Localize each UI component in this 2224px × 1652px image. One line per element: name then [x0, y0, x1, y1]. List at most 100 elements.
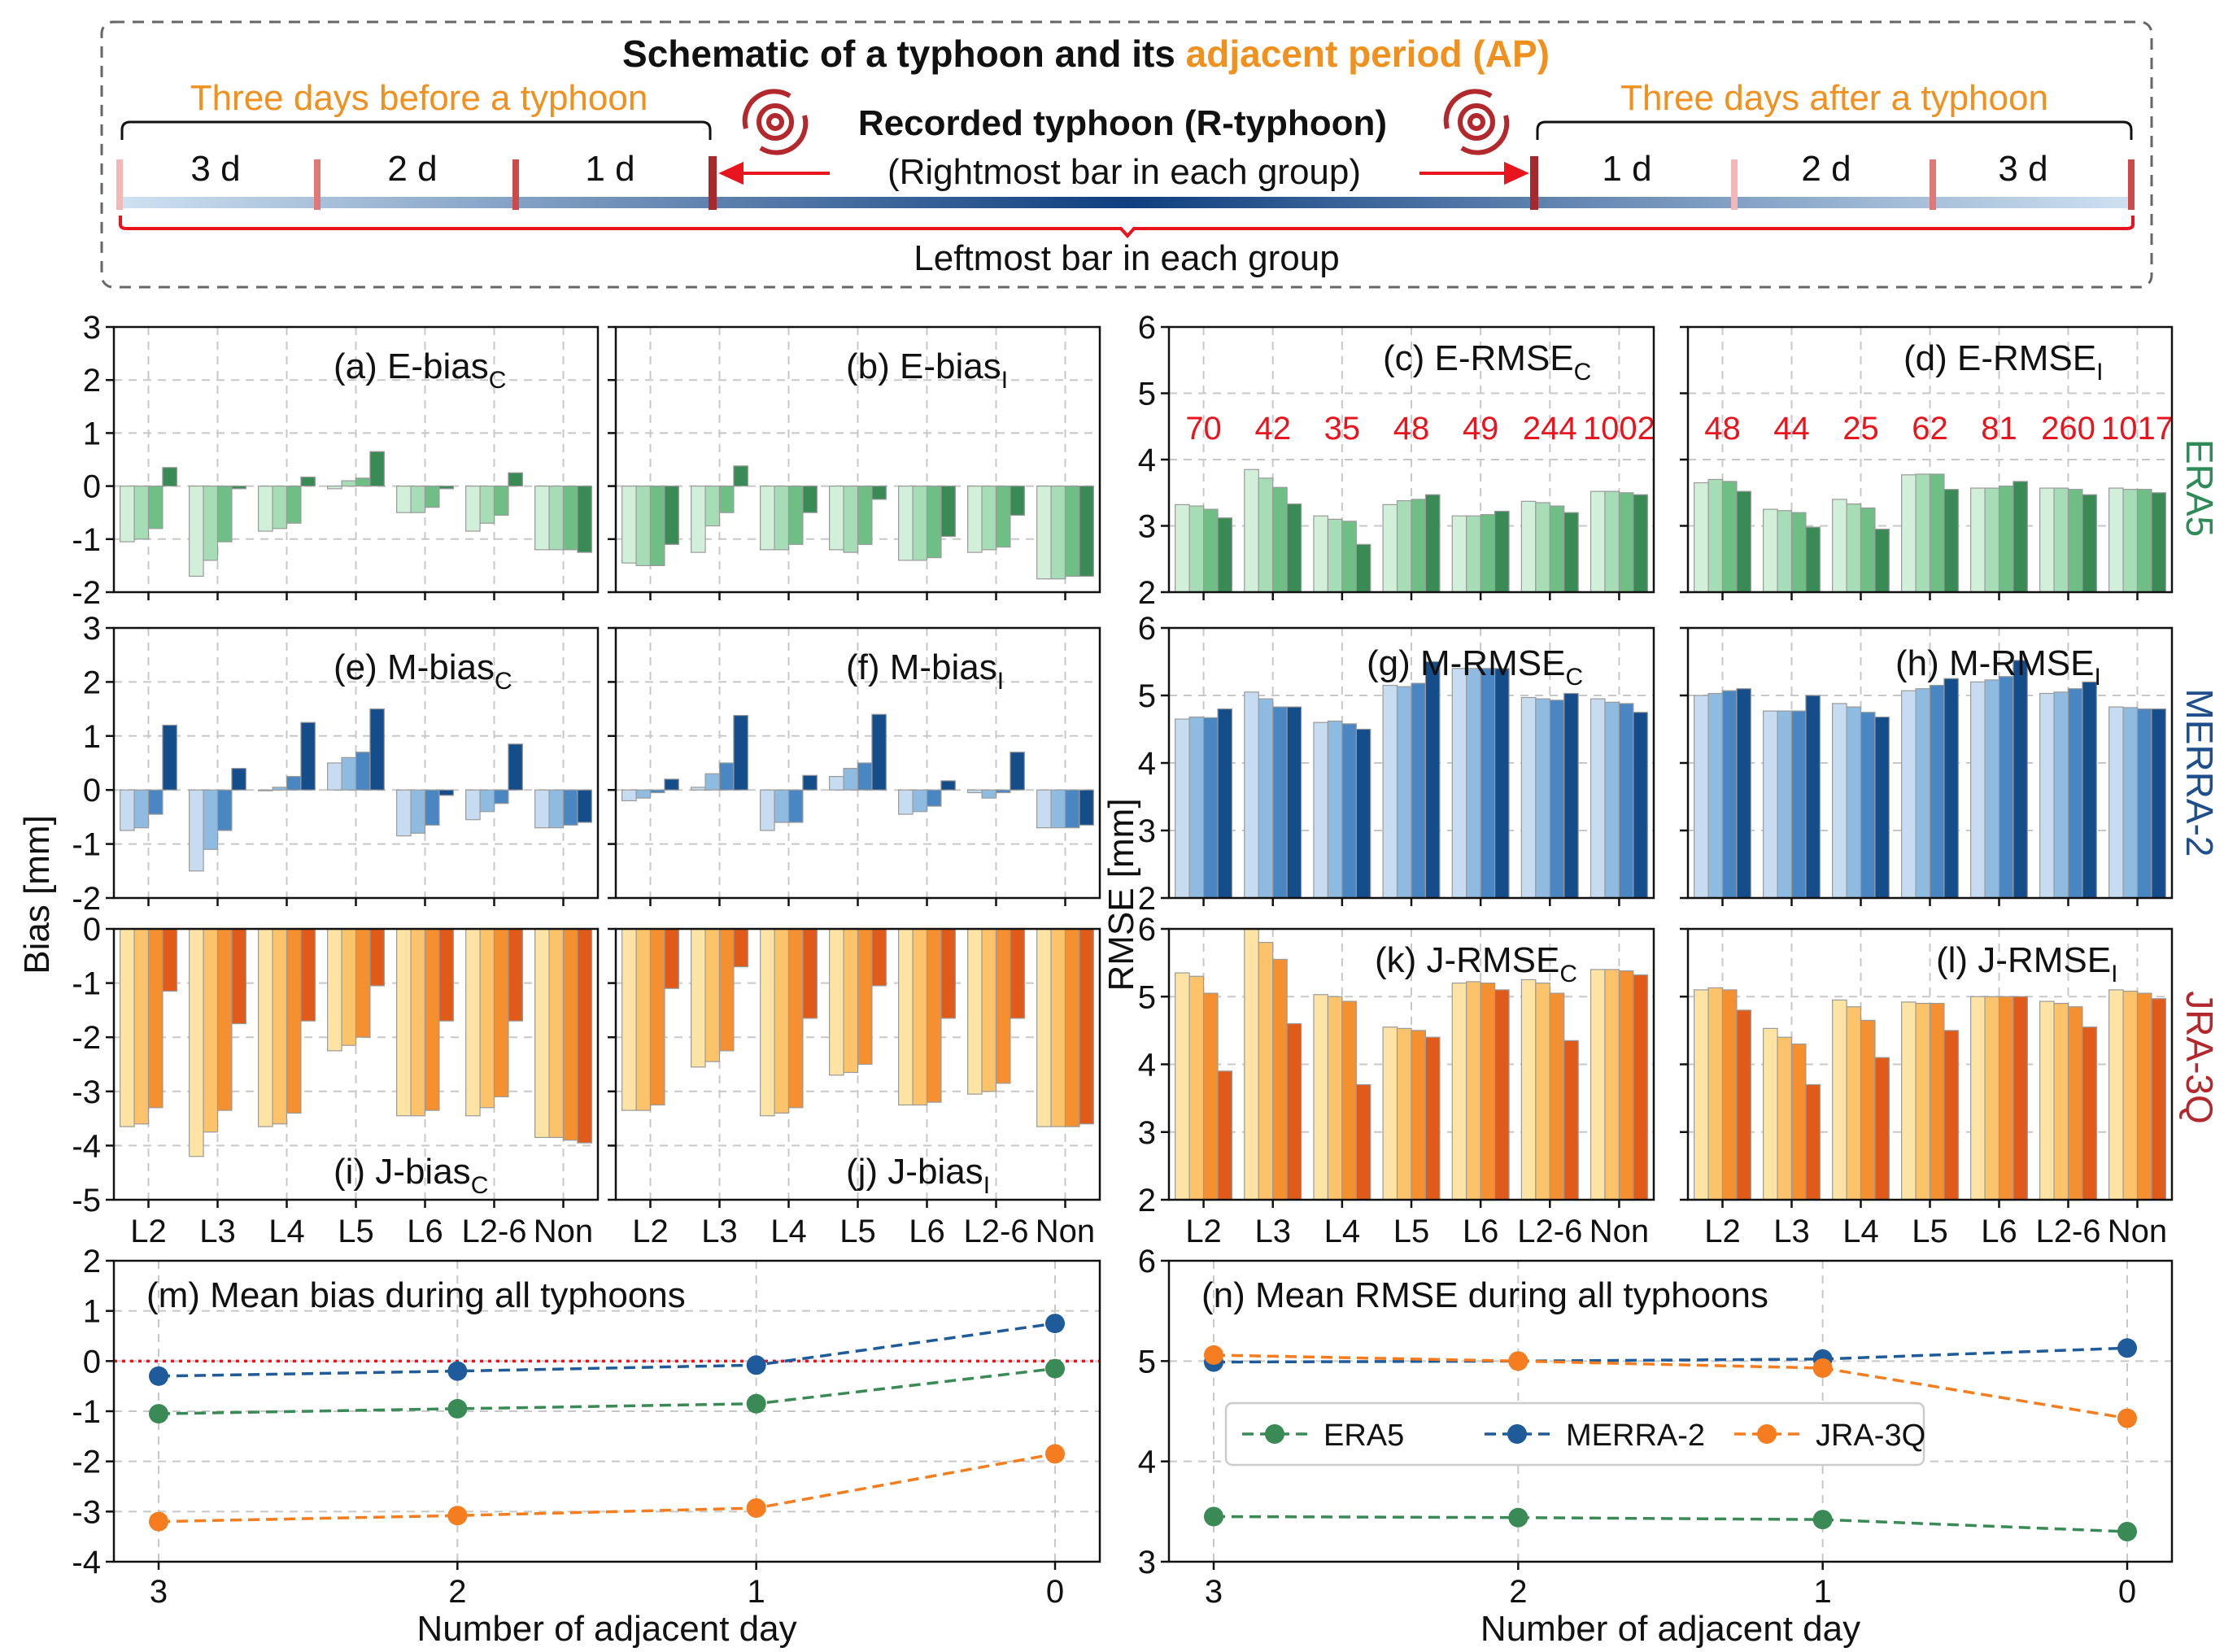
panel-m: -4 -3 -2 -1 0 1 2 3 2 1 0 Number of adjacent day (m)…: [72, 1244, 1101, 1649]
bar: [1175, 718, 1190, 899]
bar: [548, 789, 565, 829]
bar: [147, 928, 164, 1109]
bar: [1188, 716, 1205, 899]
bar: [2108, 487, 2124, 593]
data-point: [1812, 1510, 1833, 1530]
x-tick-label: L3: [1773, 1214, 1810, 1249]
data-point: [447, 1506, 468, 1526]
bar: [2122, 990, 2139, 1201]
bar: [635, 485, 652, 566]
bar: [1272, 958, 1288, 1201]
bar: [1777, 510, 1793, 593]
bar: [465, 789, 481, 821]
bar: [829, 775, 844, 791]
series-line: [158, 1366, 1056, 1415]
bar: [1382, 1027, 1398, 1201]
bar: [231, 928, 246, 1025]
bar: [1286, 503, 1302, 593]
bar: [1736, 1009, 1751, 1201]
sample-count: 49: [1463, 411, 1499, 447]
bar: [1341, 1000, 1357, 1201]
bar: [1327, 996, 1343, 1201]
y-tick-label: 5: [1138, 678, 1156, 714]
y-tick-label: -2: [72, 1020, 101, 1056]
y-tick-label: 2: [83, 363, 101, 399]
bar: [2053, 487, 2069, 593]
bar: [1860, 1019, 1876, 1201]
bar: [147, 789, 164, 815]
bar: [410, 485, 426, 513]
bar: [493, 789, 509, 804]
y-tick-label: 0: [83, 1344, 101, 1380]
x-tick-label: L6: [407, 1214, 443, 1249]
bar: [2082, 494, 2097, 593]
bar: [967, 928, 983, 1095]
y-tick-label: 1: [83, 1294, 101, 1330]
bar: [1244, 928, 1259, 1201]
x-tick-label: L5: [839, 1214, 876, 1249]
bar: [1943, 1030, 1959, 1201]
y-tick-label: -1: [72, 522, 101, 558]
bar: [410, 928, 426, 1117]
bar: [940, 928, 956, 1019]
bar: [1915, 688, 1931, 899]
bar: [1633, 494, 1648, 593]
bar: [1396, 1027, 1412, 1201]
timeline-tick-1: [314, 159, 321, 210]
sample-count: 44: [1773, 411, 1810, 447]
bar: [508, 472, 523, 487]
bar: [787, 789, 804, 823]
bar: [1860, 712, 1876, 899]
bar: [1694, 989, 1709, 1201]
bar: [1036, 789, 1052, 829]
bar: [396, 928, 412, 1117]
bar: [2151, 708, 2166, 899]
bar: [1355, 543, 1371, 593]
bar: [1466, 981, 1481, 1201]
arrow-right: [1419, 161, 1529, 185]
bar: [2136, 489, 2152, 593]
bar: [1480, 668, 1496, 899]
bar: [369, 708, 385, 791]
y-tick-label: 3: [1138, 509, 1156, 545]
x-tick-label: Non: [1590, 1214, 1649, 1249]
bar: [162, 467, 177, 487]
bar: [341, 756, 357, 791]
bar: [1563, 692, 1579, 899]
bar: [438, 485, 454, 490]
bar: [1272, 706, 1288, 899]
bar: [1984, 996, 2000, 1201]
typhoon-label: Recorded typhoon (R-typhoon): [858, 103, 1387, 143]
bar: [1451, 982, 1467, 1201]
bar: [1036, 928, 1052, 1127]
bar: [981, 485, 997, 551]
bar: [1036, 485, 1052, 580]
bar: [1915, 1002, 1931, 1201]
bar: [2082, 681, 2097, 899]
legend-swatch-marker: [1757, 1424, 1777, 1444]
panel-n: 3 4 5 6 3 2 1 0 Number of adjacent day (n) Mean R…: [1138, 1244, 2174, 1649]
bar: [1929, 1002, 1945, 1201]
bar: [1590, 698, 1606, 899]
bar: [2013, 481, 2028, 593]
series-ERA5: [149, 1358, 1065, 1424]
bar: [300, 721, 316, 791]
bar: [1010, 928, 1025, 1019]
bar: [1382, 684, 1398, 899]
schematic: Schematic of a typhoon and its adjacent …: [100, 20, 2153, 289]
after-day-1: 1 d: [1602, 149, 1651, 189]
bar: [912, 789, 928, 813]
bar: [704, 485, 721, 527]
bar: [286, 928, 302, 1114]
y-tick-label: 2: [1138, 575, 1156, 611]
typhoon-icon-left: [742, 89, 809, 155]
bar: [691, 485, 706, 553]
bar: [1832, 499, 1847, 593]
bar: [272, 485, 288, 530]
bar: [691, 928, 706, 1068]
bar: [1010, 752, 1025, 791]
bar: [2053, 691, 2069, 899]
series-MERRA-2: [149, 1314, 1065, 1386]
x-tick-label: 3: [150, 1574, 168, 1610]
bar: [1202, 992, 1219, 1201]
